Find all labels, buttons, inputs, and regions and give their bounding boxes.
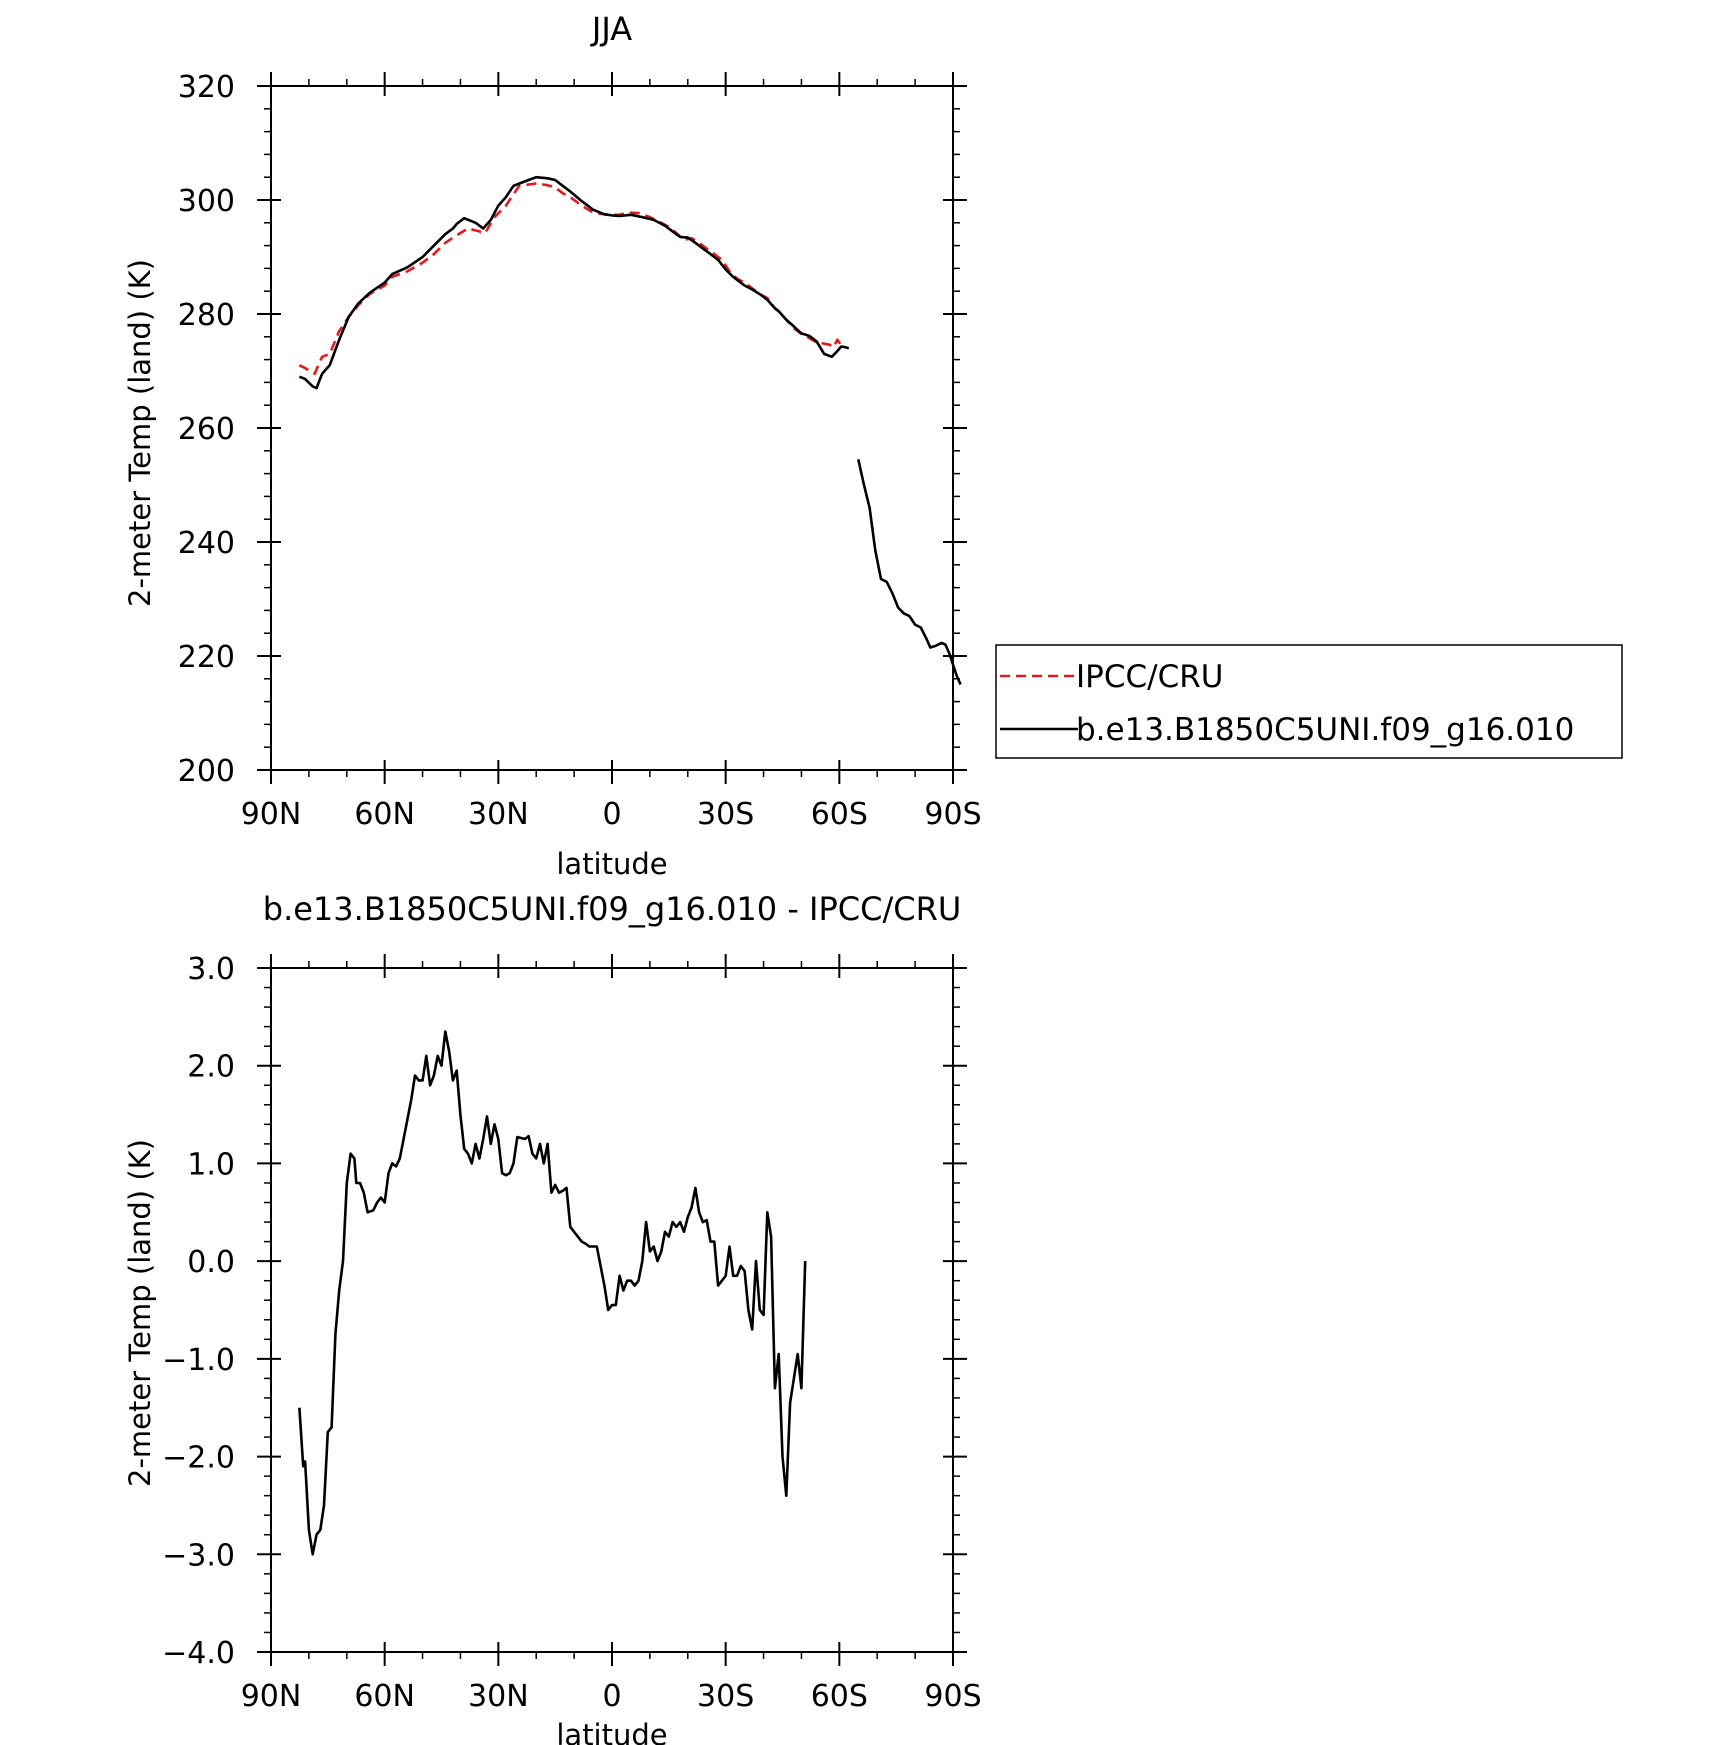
legend-label-model: b.e13.B1850C5UNI.f09_g16.010: [1076, 712, 1574, 748]
x-tick-label: 60S: [811, 797, 868, 832]
bottom-panel: b.e13.B1850C5UNI.f09_g16.010 - IPCC/CRU …: [123, 890, 982, 1745]
x-tick-label: 60N: [354, 1679, 415, 1714]
top-plot-area: 90N 60N 30N 0 30S 60S 90S 200 220 240 260 280 300 320: [178, 70, 982, 832]
y-tick-label: 320: [178, 70, 235, 105]
x-tick-label: 30S: [697, 797, 754, 832]
series-line-0: [298, 182, 846, 376]
x-tick-label: 90N: [241, 1679, 302, 1714]
x-tick-label: 60N: [354, 797, 415, 832]
legend-label-ipcc-cru: IPCC/CRU: [1076, 659, 1223, 695]
series-line-2: [857, 459, 962, 686]
top-panel: JJA 90N 60N 30N 0 30S 60S 90S 200 220 240 260 280 30…: [123, 10, 1623, 881]
x-tick-label: 90S: [924, 1679, 981, 1714]
bottom-x-axis-label: latitude: [556, 1718, 667, 1745]
bottom-chart-title: b.e13.B1850C5UNI.f09_g16.010 - IPCC/CRU: [263, 890, 961, 928]
top-chart-title: JJA: [590, 10, 632, 48]
bottom-y-axis-label: 2-meter Temp (land) (K): [123, 1139, 157, 1487]
plot-frame: [270, 85, 954, 771]
y-tick-label: 300: [178, 184, 235, 219]
y-tick-label: 220: [178, 640, 235, 675]
y-tick-label: 2.0: [187, 1050, 235, 1085]
x-tick-label: 30S: [697, 1679, 754, 1714]
x-tick-label: 90N: [241, 797, 302, 832]
y-tick-label: 240: [178, 526, 235, 561]
y-tick-label: 3.0: [187, 952, 235, 987]
plot-frame: [270, 967, 954, 1653]
top-x-axis-label: latitude: [556, 847, 667, 881]
y-tick-label: −4.0: [162, 1636, 235, 1671]
x-tick-label: 0: [602, 797, 621, 832]
y-tick-label: −2.0: [162, 1441, 235, 1476]
legend: IPCC/CRU b.e13.B1850C5UNI.f09_g16.010: [995, 644, 1623, 759]
top-y-axis-label: 2-meter Temp (land) (K): [123, 259, 157, 607]
x-tick-label: 90S: [924, 797, 981, 832]
legend-box: [995, 644, 1623, 759]
y-tick-label: −3.0: [162, 1538, 235, 1573]
bottom-plot-area: 90N 60N 30N 0 30S 60S 90S −4.0 −3.0 −2.0 −1.0 0.0 1.…: [162, 952, 981, 1714]
y-tick-label: −1.0: [162, 1343, 235, 1378]
y-tick-label: 260: [178, 412, 235, 447]
y-tick-label: 0.0: [187, 1245, 235, 1280]
x-tick-label: 60S: [811, 1679, 868, 1714]
series-line-1: [298, 175, 850, 390]
y-tick-label: 200: [178, 754, 235, 789]
y-tick-label: 280: [178, 298, 235, 333]
series-line-0: [298, 1030, 807, 1556]
x-tick-label: 30N: [468, 797, 529, 832]
y-tick-label: 1.0: [187, 1147, 235, 1182]
x-tick-label: 30N: [468, 1679, 529, 1714]
x-tick-label: 0: [602, 1679, 621, 1714]
